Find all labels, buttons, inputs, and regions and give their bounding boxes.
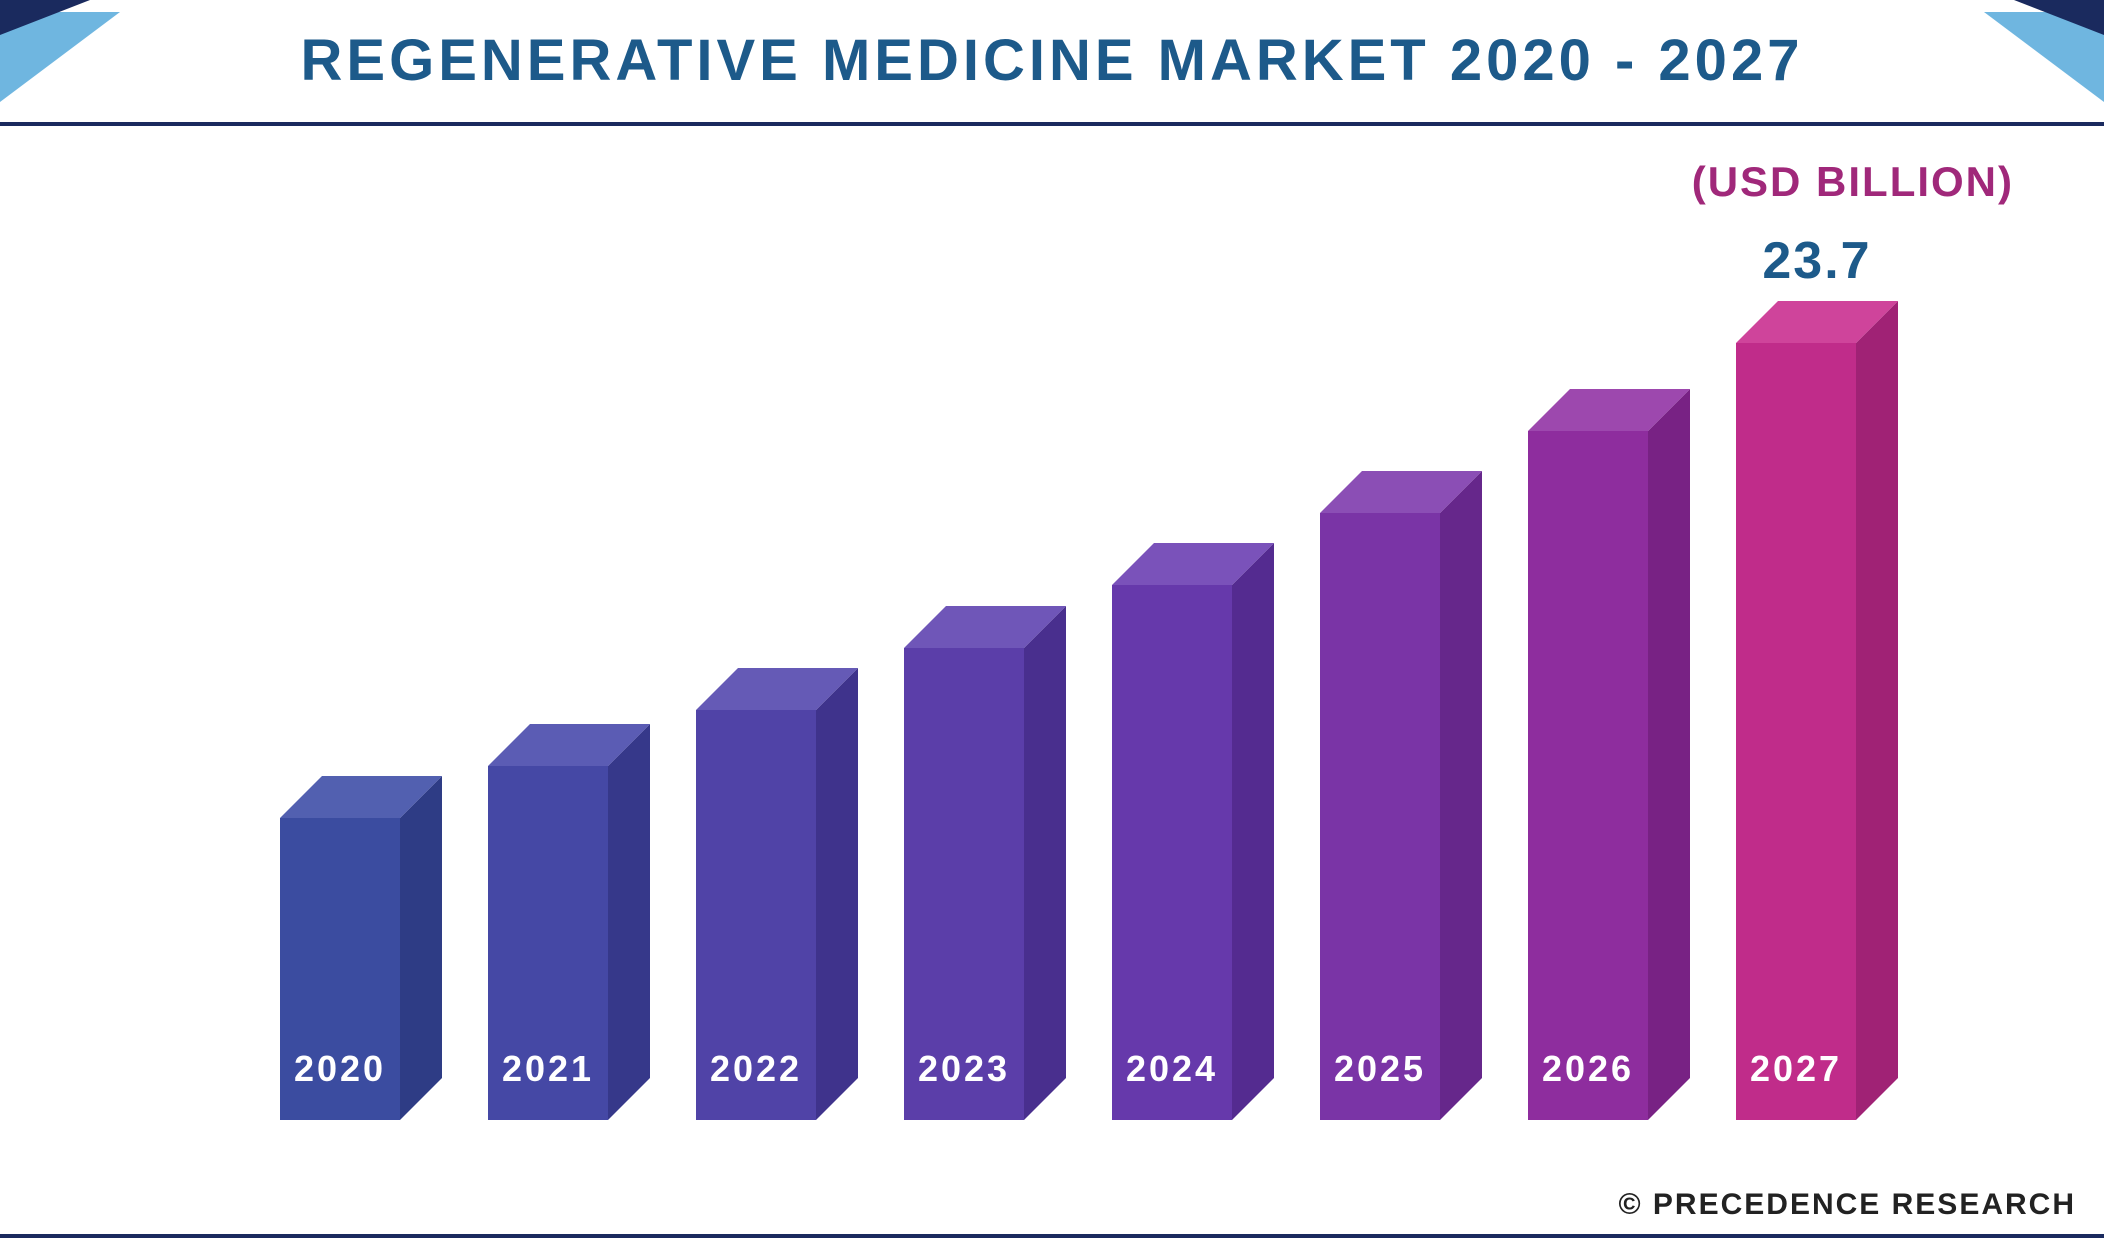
bar-front: 2024 [1112,585,1232,1120]
bar-side [1024,606,1066,1120]
bar-front: 2025 [1320,513,1440,1120]
year-label: 2027 [1750,1048,1842,1090]
bar-side [1440,471,1482,1120]
bar-front: 2021 [488,766,608,1120]
bar-side [1232,543,1274,1120]
value-label: 23.7 [1762,231,1871,291]
bars-container: 2020 2021 2022 2023 2024 2025 2026 2027 [280,300,2044,1120]
bar-front: 2023 [904,648,1024,1120]
year-label: 2021 [502,1048,594,1090]
year-label: 2026 [1542,1048,1634,1090]
bar-front: 2026 [1528,431,1648,1120]
bar-front: 2022 [696,710,816,1120]
bar-side [608,724,650,1120]
year-label: 2020 [294,1048,386,1090]
chart-area: (USD BILLION) 20202021202220232024202520… [0,140,2104,1190]
copyright-credit: © PRECEDENCE RESEARCH [1618,1188,2076,1222]
unit-label: (USD BILLION) [1692,158,2014,206]
bar-front: 2020 [280,818,400,1120]
year-label: 2025 [1334,1048,1426,1090]
bar-side [1856,301,1898,1120]
bar-side [1648,389,1690,1120]
bar-side [400,776,442,1120]
chart-header: REGENERATIVE MEDICINE MARKET 2020 - 2027 [0,0,2104,120]
bar-side [816,668,858,1120]
chart-title: REGENERATIVE MEDICINE MARKET 2020 - 2027 [301,27,1804,94]
year-label: 2024 [1126,1048,1218,1090]
divider-top [0,122,2104,126]
year-label: 2023 [918,1048,1010,1090]
bar-front: 2027 [1736,343,1856,1120]
year-label: 2022 [710,1048,802,1090]
divider-bottom [0,1234,2104,1238]
